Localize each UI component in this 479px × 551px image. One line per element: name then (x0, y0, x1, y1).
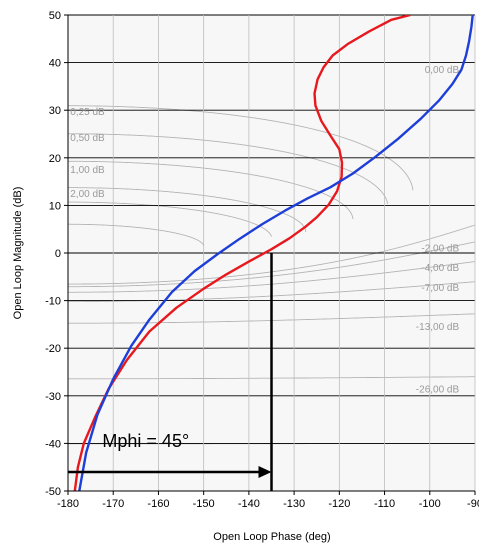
contour-label: -13,00 dB (416, 322, 460, 333)
x-tick-label: -170 (102, 498, 124, 510)
contour-label: 2,00 dB (70, 189, 105, 200)
y-tick-label: -10 (45, 296, 61, 308)
y-tick-label: -50 (45, 486, 61, 498)
y-tick-label: -20 (45, 343, 61, 355)
x-tick-label: -110 (374, 498, 395, 510)
margin-annotation-label: Mphi = 45° (102, 431, 189, 451)
x-tick-label: -120 (328, 498, 350, 510)
contour-label: -2,00 dB (421, 244, 459, 255)
contour-label: 0,50 dB (70, 133, 105, 144)
series-line-red (73, 15, 411, 491)
y-tick-label: 40 (49, 58, 61, 70)
contour-label: 0,25 dB (70, 107, 105, 118)
contour-curve (68, 201, 272, 237)
x-tick-label: -130 (283, 498, 305, 510)
contour-label: 1,00 dB (70, 165, 105, 176)
contour-labels: 0,00 dB 0,25 dB 0,50 dB 1,00 dB 2,00 dB -2,00… (70, 65, 459, 395)
contour-label: -7,00 dB (421, 283, 459, 294)
contour-curve (68, 133, 389, 204)
y-tick-label: -40 (45, 438, 61, 450)
margin-annotation: Mphi = 45° (68, 253, 273, 491)
y-axis-ticks: -50 -40 -30 -20 -10 0 10 20 30 40 50 (45, 10, 68, 498)
series-lines (73, 15, 474, 491)
contour-label: 0,00 dB (425, 65, 460, 76)
x-tick-label: -180 (57, 498, 79, 510)
contour-curve (68, 160, 354, 220)
contour-curve (68, 223, 205, 247)
x-tick-label: -90 (467, 498, 479, 510)
x-axis-ticks: -180 -170 -160 -150 -140 -130 -120 -110 -100 -90 (57, 491, 479, 510)
contour-curve (68, 105, 414, 191)
y-tick-label: 50 (49, 10, 61, 22)
y-tick-label: 0 (55, 248, 61, 260)
contour-label: -26,00 dB (416, 384, 460, 395)
margin-arrow-head (258, 465, 272, 478)
contour-label: -4,00 dB (421, 263, 459, 274)
series-line-blue (78, 15, 474, 491)
y-tick-label: 30 (49, 105, 61, 117)
x-tick-label: -140 (238, 498, 260, 510)
contour-curve (68, 187, 307, 233)
x-axis-title: Open Loop Phase (deg) (213, 531, 330, 543)
x-tick-label: -160 (147, 498, 169, 510)
x-tick-label: -100 (419, 498, 441, 510)
y-tick-label: -30 (45, 391, 61, 403)
y-axis-title: Open Loop Magnitude (dB) (12, 187, 24, 320)
y-tick-label: 20 (49, 153, 61, 165)
y-tick-label: 10 (49, 200, 61, 212)
x-tick-label: -150 (193, 498, 215, 510)
